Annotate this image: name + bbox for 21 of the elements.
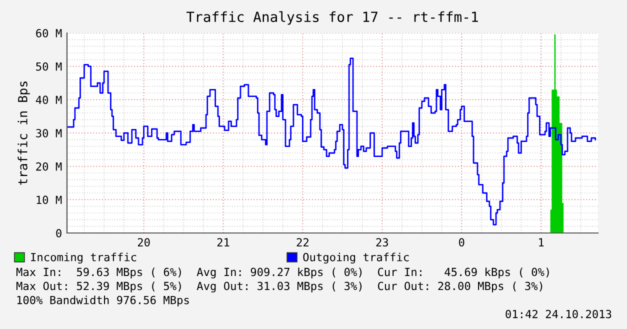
y-tick-label: 30 M bbox=[36, 129, 62, 138]
text: 01:42 24.10.2013 bbox=[506, 310, 612, 318]
x-tick-label: 20 bbox=[138, 238, 150, 247]
y-tick-label: 20 M bbox=[36, 162, 62, 171]
x-tick-label: 23 bbox=[376, 238, 388, 247]
chart-title: Traffic Analysis for 17 -- rt-ffm-1 bbox=[186, 11, 478, 25]
x-tick-label: 21 bbox=[217, 238, 230, 246]
text: Max In: 59.63 MBps ( 6%) Avg In: 909.27 kBps ( 0%) Cur In: 45.69 kBps ( 0%) bbox=[16, 268, 549, 278]
y-tick-label: 50 M bbox=[36, 62, 62, 71]
y-tick-label: 60 M bbox=[36, 29, 62, 38]
legend-label: Outgoing traffic bbox=[303, 252, 409, 264]
text: 100% Bandwidth 976.56 MBps bbox=[17, 296, 189, 306]
x-tick-label: 22 bbox=[296, 238, 308, 246]
y-axis-title: traffic in Bps bbox=[18, 82, 30, 185]
y-tick-label: 0 bbox=[56, 229, 62, 238]
legend-label: Incoming traffic bbox=[31, 252, 136, 264]
y-tick-label: 10 M bbox=[36, 196, 62, 204]
x-tick-label: 1 bbox=[539, 238, 544, 246]
text: Max Out: 52.39 MBps ( 5%) Avg Out: 31.03 MBps ( 3%) Cur Out: 28.00 MBps ( 3%) bbox=[16, 282, 542, 292]
x-tick-label: 0 bbox=[458, 238, 464, 247]
y-tick-label: 40 M bbox=[36, 96, 62, 104]
